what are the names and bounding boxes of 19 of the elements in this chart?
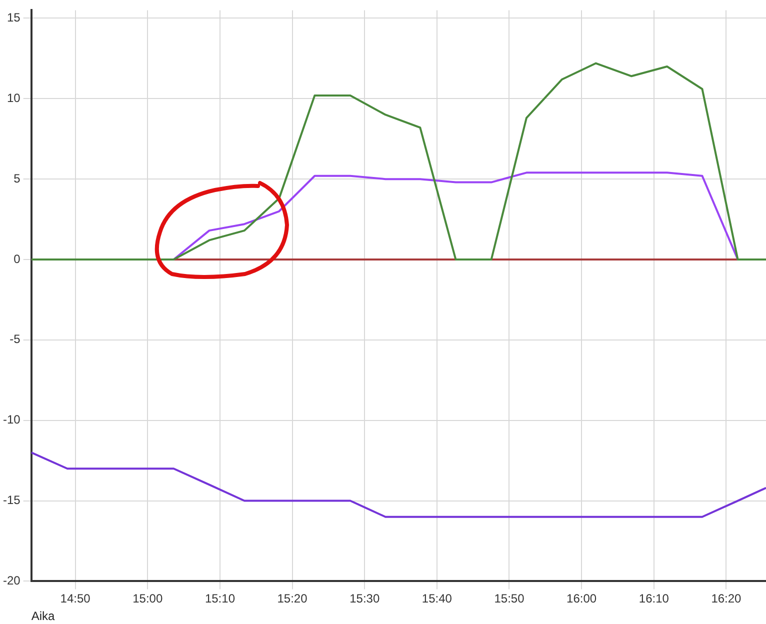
- x-tick-label: 16:10: [638, 592, 670, 606]
- y-tick-label: 0: [14, 252, 21, 266]
- x-tick-label: 16:00: [566, 592, 597, 606]
- y-tick-label: -10: [3, 412, 21, 427]
- x-tick-label: 15:40: [422, 592, 452, 606]
- y-tick-label: 10: [6, 90, 21, 105]
- y-tick-label: 15: [6, 10, 21, 25]
- y-tick-label: -5: [10, 332, 21, 346]
- x-tick-label: 15:20: [277, 592, 308, 606]
- x-tick-label: 15:00: [132, 592, 163, 606]
- y-tick-label: -15: [3, 493, 21, 508]
- x-tick-label: 15:10: [204, 592, 236, 606]
- x-tick-label: 14:50: [60, 592, 91, 606]
- x-tick-label: 16:20: [711, 592, 742, 606]
- x-axis-title: Aika: [31, 609, 56, 624]
- y-tick-label: -20: [3, 574, 21, 588]
- x-tick-label: 15:30: [350, 592, 380, 606]
- y-tick-label: 5: [14, 171, 21, 186]
- x-tick-label: 15:50: [494, 592, 525, 606]
